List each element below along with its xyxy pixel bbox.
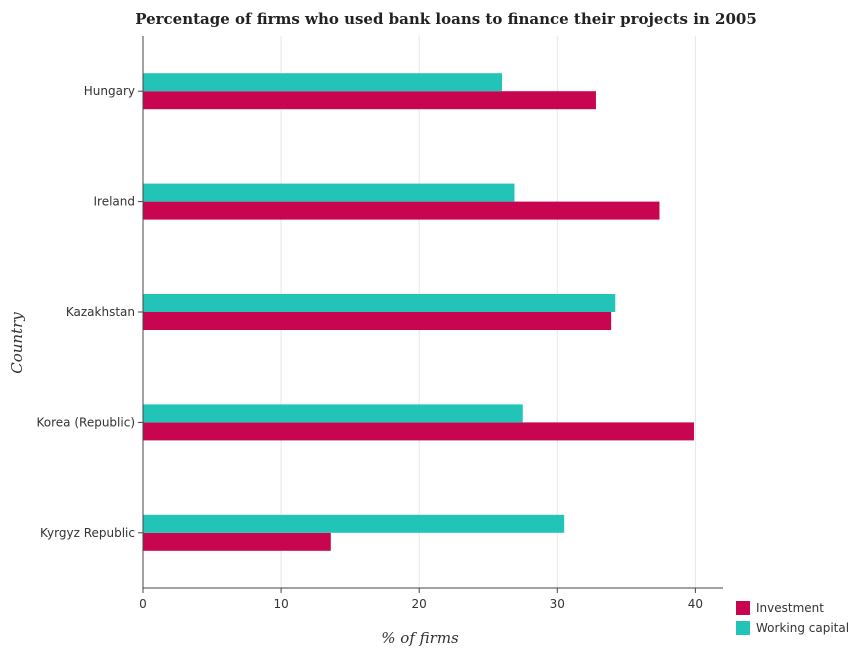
legend-swatch: [736, 621, 750, 635]
bar-working-capital: [143, 183, 515, 202]
legend-swatch: [736, 601, 750, 615]
bar-working-capital: [143, 294, 616, 312]
y-tick-label: Ireland: [93, 195, 135, 209]
x-tick-label: 30: [550, 597, 565, 611]
y-tick-label: Kazakhstan: [66, 305, 135, 319]
x-axis-label: % of firms: [381, 629, 459, 647]
bar-investment: [143, 422, 694, 441]
legend-label: Investment: [756, 601, 824, 615]
bar-working-capital: [143, 73, 503, 92]
y-tick-label: Kyrgyz Republic: [40, 526, 135, 540]
plot-area: 0 10 20 30 40 Hungary Ireland Kazakhstan Korea (…: [37, 36, 723, 611]
x-tick-label: 40: [688, 597, 703, 611]
bar-investment: [143, 201, 660, 220]
legend-label: Working capital: [756, 621, 849, 635]
bar-working-capital: [143, 514, 565, 533]
bar-investment: [143, 312, 612, 330]
x-tick-label: 10: [273, 597, 288, 611]
bar-investment: [143, 91, 596, 110]
y-axis-label: Country: [8, 312, 26, 374]
x-tick-label: 0: [139, 597, 147, 611]
y-tick-label: Korea (Republic): [37, 415, 135, 429]
x-tick-label: 20: [412, 597, 427, 611]
legend: Investment Working capital: [736, 601, 849, 635]
chart-title: Percentage of firms who used bank loans …: [135, 10, 757, 28]
y-tick-label: Hungary: [84, 84, 135, 98]
bar-investment: [143, 532, 331, 551]
bar-working-capital: [143, 404, 523, 423]
